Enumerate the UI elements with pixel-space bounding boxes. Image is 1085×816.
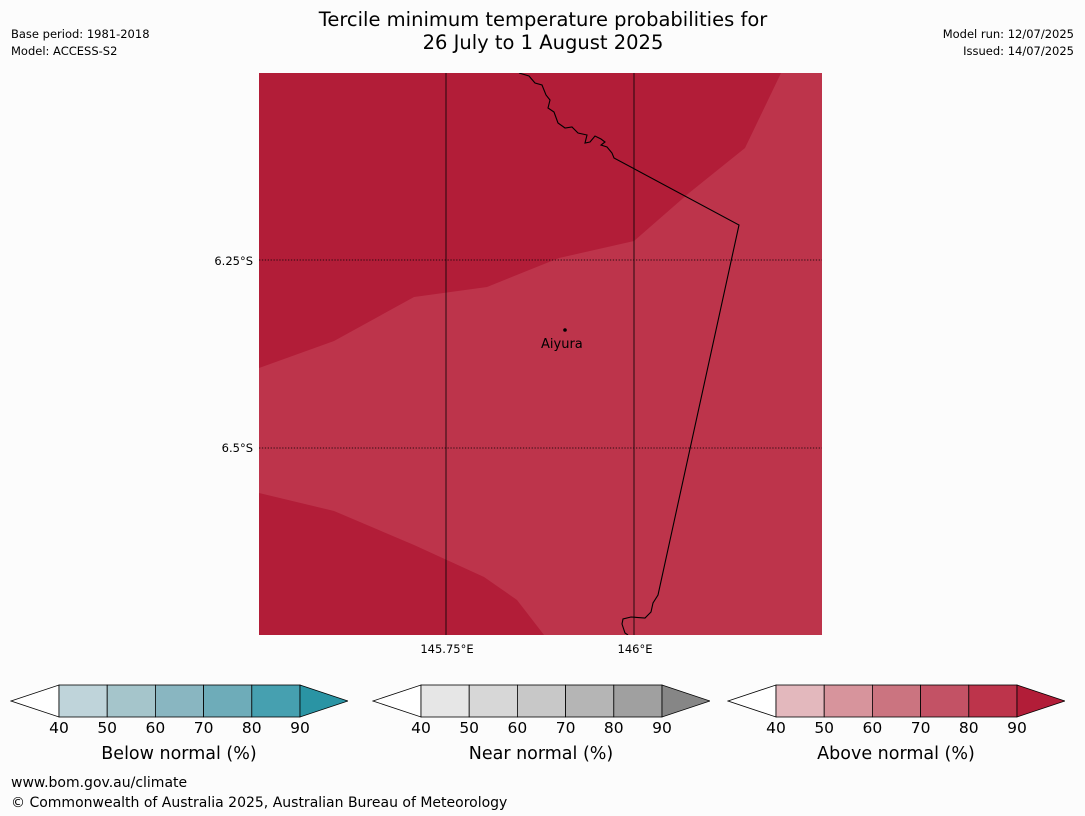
province-border — [518, 73, 740, 635]
tick-label: 60 — [507, 719, 528, 737]
colorbar-extend-low — [727, 684, 777, 718]
colorbar-segment — [203, 684, 253, 718]
longitude-label-145-75: 145.75°E — [420, 642, 474, 656]
tick-label: 60 — [145, 719, 166, 737]
colorbar-below-normal — [10, 684, 348, 718]
probability-zone-80-90-north — [259, 73, 781, 368]
tick-label: 40 — [49, 719, 69, 737]
colorbar-near-normal — [372, 684, 710, 718]
colorbar-segment — [920, 684, 970, 718]
tick-label: 80 — [241, 719, 262, 737]
colorbar-label-above: Above normal (%) — [817, 744, 975, 764]
tick-label: 90 — [1007, 719, 1027, 737]
colorbar-segment — [565, 684, 615, 718]
longitude-label-146: 146°E — [617, 642, 653, 656]
tick-label: 90 — [290, 719, 310, 737]
footer-copyright: © Commonwealth of Australia 2025, Austra… — [11, 795, 508, 811]
model-run: Model run: 12/07/2025 — [942, 27, 1074, 41]
title-line-1: Tercile minimum temperature probabilitie… — [318, 8, 768, 31]
tick-label: 50 — [814, 719, 835, 737]
tick-label: 70 — [193, 719, 214, 737]
colorbar-extend-high — [1016, 684, 1065, 718]
tick-label: 80 — [958, 719, 979, 737]
colorbar-segment — [420, 684, 470, 718]
colorbar-above-normal — [727, 684, 1065, 718]
colorbar-segment — [58, 684, 108, 718]
probability-map — [259, 73, 822, 635]
latitude-label-6-25: 6.25°S — [214, 254, 253, 268]
colorbar-segment — [251, 684, 301, 718]
tick-label: 60 — [862, 719, 883, 737]
colorbar-segment — [468, 684, 518, 718]
title-line-2: 26 July to 1 August 2025 — [422, 31, 664, 54]
latitude-label-6-5: 6.5°S — [221, 441, 253, 455]
tick-label: 80 — [603, 719, 624, 737]
meta-left: Base period: 1981-2018 Model: ACCESS-S2 — [11, 26, 150, 60]
colorbar-segment — [775, 684, 825, 718]
meta-right: Model run: 12/07/2025 Issued: 14/07/2025 — [943, 26, 1074, 60]
tick-label: 40 — [766, 719, 786, 737]
colorbar-segment — [613, 684, 663, 718]
colorbar-extend-high — [661, 684, 710, 718]
footer-url: www.bom.gov.au/climate — [11, 775, 188, 791]
tick-label: 50 — [459, 719, 480, 737]
colorbar-segment — [823, 684, 873, 718]
town-marker — [563, 328, 567, 332]
model-name: Model: ACCESS-S2 — [11, 44, 118, 58]
colorbar-segment — [106, 684, 156, 718]
tick-label: 90 — [652, 719, 672, 737]
base-period: Base period: 1981-2018 — [11, 27, 150, 41]
colorbar-label-near: Near normal (%) — [468, 744, 614, 764]
colorbar-extend-high — [299, 684, 348, 718]
colorbar-segment — [871, 684, 921, 718]
colorbar-segment — [516, 684, 566, 718]
colorbar-extend-low — [372, 684, 422, 718]
graticule — [259, 73, 822, 635]
probability-zone-80-90-south — [259, 493, 544, 635]
colorbar-segment — [154, 684, 204, 718]
place-label: Aiyura — [541, 337, 583, 352]
colorbar-extend-low — [10, 684, 60, 718]
tick-label: 40 — [411, 719, 431, 737]
colorbar-label-below: Below normal (%) — [101, 744, 257, 764]
tick-label: 70 — [910, 719, 931, 737]
tick-label: 70 — [555, 719, 576, 737]
colorbar-segment — [968, 684, 1018, 718]
map-title: Tercile minimum temperature probabilitie… — [193, 8, 893, 54]
issued-date: Issued: 14/07/2025 — [963, 44, 1074, 58]
tick-label: 50 — [97, 719, 118, 737]
